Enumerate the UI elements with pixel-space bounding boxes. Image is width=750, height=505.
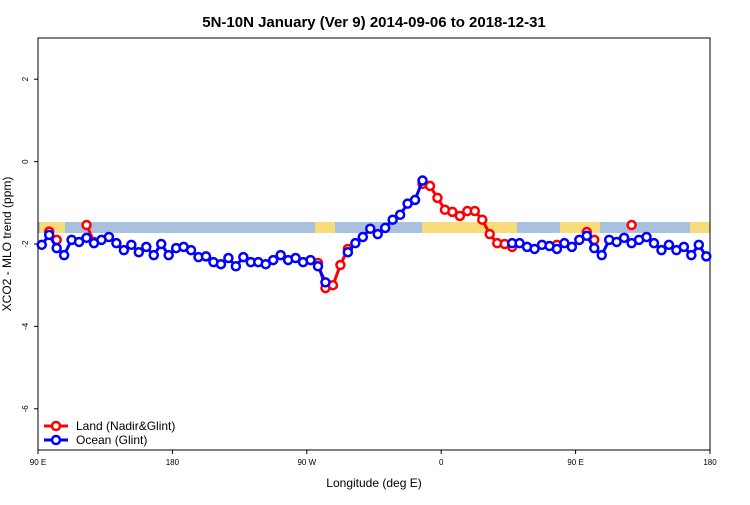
land-patch xyxy=(422,222,517,233)
x-tick-label: 90 W xyxy=(297,458,316,467)
point xyxy=(394,209,406,220)
point xyxy=(618,232,630,244)
point xyxy=(305,254,316,266)
point xyxy=(626,219,637,231)
point xyxy=(141,241,152,253)
point xyxy=(312,260,324,272)
y-axis-label: XCO2 - MLO trend (ppm) xyxy=(0,177,14,312)
point xyxy=(686,249,697,261)
point xyxy=(215,258,227,270)
point xyxy=(155,238,167,250)
point xyxy=(529,243,540,255)
point xyxy=(275,249,286,261)
point xyxy=(477,214,488,225)
point xyxy=(656,244,667,256)
point xyxy=(148,249,159,261)
land-patch xyxy=(315,222,335,233)
point xyxy=(693,239,705,251)
legend-label: Land (Nadir&Glint) xyxy=(76,419,175,433)
point xyxy=(365,223,376,235)
point xyxy=(223,252,234,264)
point xyxy=(103,231,115,243)
point xyxy=(163,249,174,261)
point xyxy=(73,236,85,248)
point xyxy=(36,239,47,251)
point xyxy=(409,194,421,206)
point xyxy=(260,258,271,270)
point xyxy=(432,192,443,204)
point xyxy=(581,230,593,242)
point xyxy=(387,214,398,225)
land-patch xyxy=(40,222,65,233)
point xyxy=(357,231,369,243)
point xyxy=(424,180,436,192)
point xyxy=(589,242,600,254)
point xyxy=(230,260,242,272)
point xyxy=(648,237,660,249)
point xyxy=(566,241,578,253)
y-tick-label: 0 xyxy=(21,159,30,164)
point xyxy=(200,251,212,262)
point xyxy=(454,210,466,222)
legend: Land (Nadir&Glint)Ocean (Glint) xyxy=(44,419,175,447)
x-tick-label: 90 E xyxy=(567,458,583,467)
point xyxy=(350,237,361,249)
point xyxy=(372,228,383,240)
chart-title: 5N-10N January (Ver 9) 2014-09-06 to 201… xyxy=(202,14,546,31)
point xyxy=(133,246,145,258)
y-tick-label: -6 xyxy=(21,405,30,413)
point xyxy=(417,175,428,186)
y-tick-label: -2 xyxy=(21,240,30,248)
point xyxy=(611,236,622,248)
legend-marker xyxy=(50,434,62,446)
point xyxy=(342,246,354,258)
point xyxy=(290,252,301,264)
point xyxy=(663,239,675,251)
point xyxy=(379,222,391,234)
series-line xyxy=(49,184,631,288)
point xyxy=(81,232,92,244)
point xyxy=(551,243,563,255)
y-tick-label: 2 xyxy=(21,76,30,81)
point xyxy=(267,254,279,266)
point xyxy=(43,229,55,241)
land-patch xyxy=(690,222,710,233)
x-tick-label: 180 xyxy=(166,458,180,467)
point xyxy=(238,251,249,263)
point xyxy=(641,231,652,243)
point xyxy=(335,259,346,271)
point xyxy=(701,251,712,262)
land-patch xyxy=(560,222,600,233)
point xyxy=(185,244,197,256)
point xyxy=(469,205,481,217)
point xyxy=(81,219,92,231)
point xyxy=(596,249,607,261)
y-tick-label: -4 xyxy=(21,322,30,330)
legend-label: Ocean (Glint) xyxy=(76,433,147,447)
point xyxy=(447,206,458,218)
point xyxy=(58,249,70,261)
point xyxy=(484,228,495,240)
point xyxy=(111,237,122,249)
x-tick-label: 180 xyxy=(703,458,717,467)
x-tick-label: 0 xyxy=(439,458,444,467)
x-tick-label: 90 E xyxy=(30,458,46,467)
point xyxy=(320,277,331,288)
x-axis-label: Longitude (deg E) xyxy=(326,476,421,490)
point xyxy=(51,242,62,254)
point xyxy=(678,241,690,253)
legend-marker xyxy=(50,420,62,432)
point xyxy=(118,244,130,256)
point xyxy=(574,234,585,246)
point xyxy=(126,239,137,251)
